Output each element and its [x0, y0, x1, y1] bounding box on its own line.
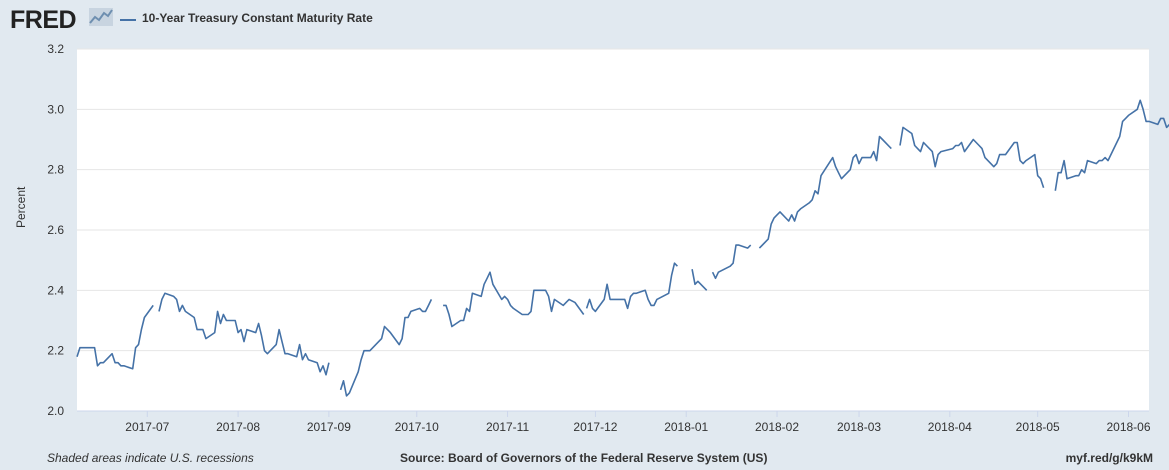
source-note: Source: Board of Governors of the Federa… [400, 451, 768, 465]
x-tick-label: 2017-11 [486, 420, 529, 434]
y-axis: 2.0 2.2 2.4 2.6 2.8 3.0 3.2 [47, 42, 64, 418]
y-tick-label: 2.8 [47, 163, 64, 177]
x-tick-label: 2017-08 [216, 420, 260, 434]
x-tick-label: 2018-05 [1016, 420, 1060, 434]
series-line-segment [76, 304, 154, 370]
x-tick-label: 2018-02 [755, 420, 799, 434]
y-tick-label: 3.0 [47, 102, 64, 116]
series-line-segment [899, 126, 1045, 189]
legend-label: 10-Year Treasury Constant Maturity Rate [142, 11, 373, 25]
series-line-segment [585, 262, 678, 313]
y-tick-label: 2.6 [47, 223, 64, 237]
series-line-segment [339, 299, 433, 397]
chart-header: FRED 10-Year Treasury Constant Maturity … [0, 0, 1169, 40]
series-line-segment [1054, 99, 1169, 191]
y-tick-label: 2.2 [47, 344, 64, 358]
legend-swatch [120, 19, 136, 21]
y-tick-label: 2.0 [47, 404, 64, 418]
series-line-segment [443, 271, 585, 328]
series-lines [76, 99, 1169, 397]
x-tick-label: 2017-10 [395, 420, 439, 434]
series-line-segment [691, 269, 708, 291]
x-tick-label: 2017-07 [125, 420, 169, 434]
recession-note: Shaded areas indicate U.S. recessions [47, 451, 254, 465]
x-tick-label: 2018-06 [1106, 420, 1150, 434]
x-tick-label: 2018-03 [837, 420, 881, 434]
series-line-segment [758, 135, 892, 249]
x-tick-label: 2018-01 [664, 420, 708, 434]
series-line-segment [711, 244, 752, 280]
x-axis: 2017-07 2017-08 2017-09 2017-10 2017-11 2017-… [77, 410, 1151, 434]
x-tick-label: 2017-12 [573, 420, 617, 434]
y-tick-label: 3.2 [47, 42, 64, 56]
short-url-link[interactable]: myf.red/g/k9kM [1065, 451, 1153, 465]
fred-graph-icon [89, 8, 113, 26]
series-line-segment [158, 292, 330, 376]
x-tick-label: 2017-09 [307, 420, 351, 434]
y-tick-label: 2.4 [47, 283, 64, 297]
y-axis-label: Percent [14, 186, 28, 228]
x-tick-label: 2018-04 [928, 420, 972, 434]
fred-logo[interactable]: FRED [10, 6, 77, 34]
gridlines [77, 48, 1149, 412]
